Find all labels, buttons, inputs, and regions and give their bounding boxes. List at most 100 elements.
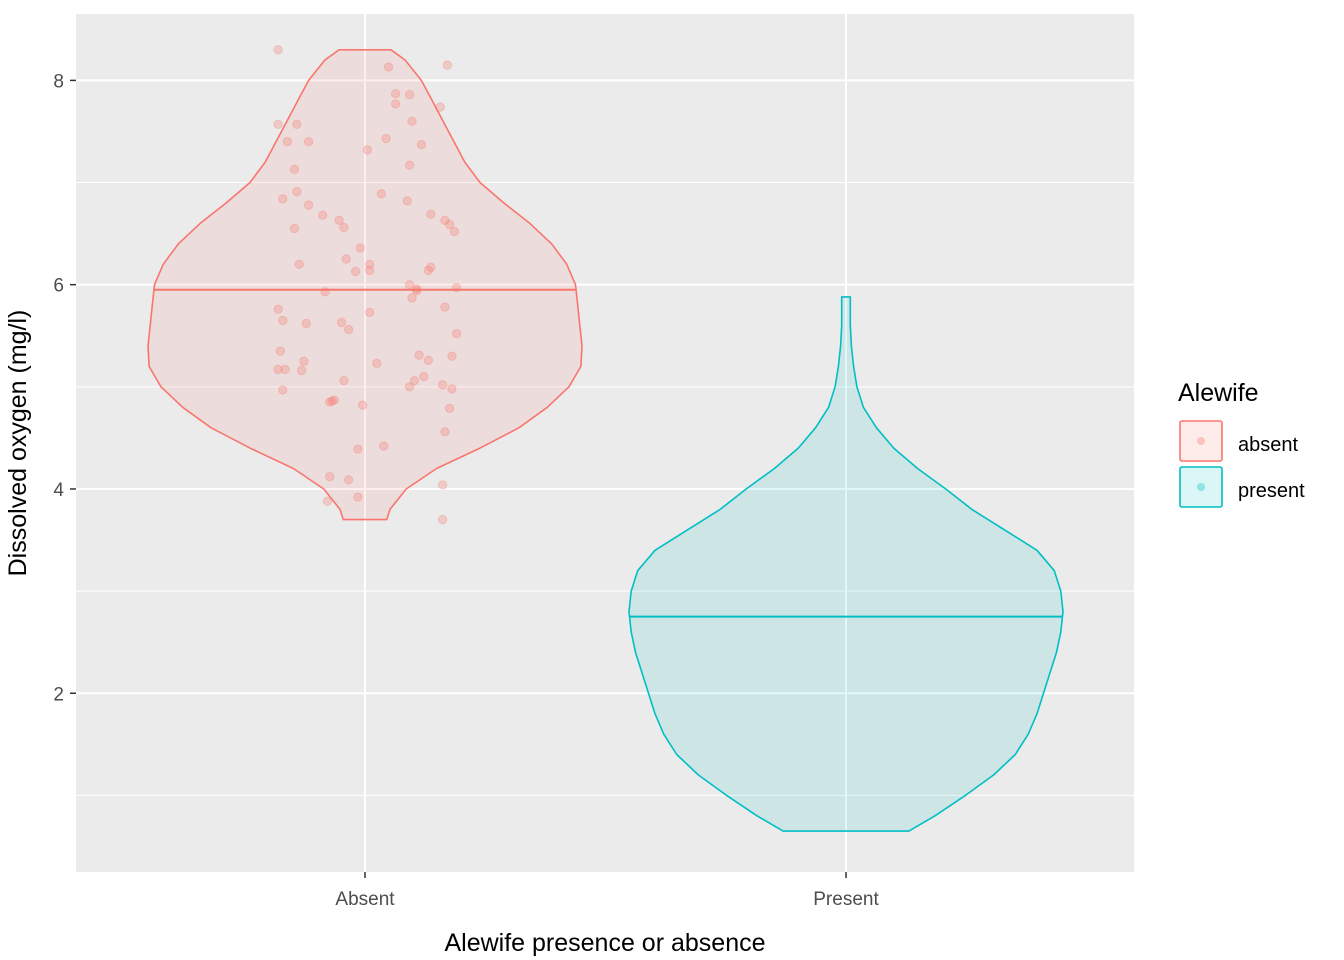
data-point-absent [303,137,314,147]
data-point-absent [353,444,363,454]
data-point-absent [412,284,422,294]
data-point-absent [390,89,401,99]
data-point-absent [402,196,412,206]
data-point-absent [299,356,309,366]
data-point-absent [383,62,394,72]
violins [147,49,1064,832]
data-point-absent [278,194,288,204]
data-point-absent [289,223,300,234]
y-tick-label: 2 [53,684,64,705]
violin-absent [147,49,583,521]
legend-dot-present [1197,483,1205,491]
data-point-absent [437,380,448,390]
data-point-absent [334,215,344,226]
y-axis-title: Dissolved oxygen (mg/l) [4,310,32,577]
data-point-absent [419,371,429,382]
data-point-absent [350,266,361,277]
data-point-absent [426,209,436,219]
legend-entry-absent: absent [1179,420,1298,462]
data-point-absent [423,265,434,276]
data-point-absent [444,403,455,413]
data-point-absent [404,280,415,290]
data-point-absent [437,514,448,525]
y-tick-label: 8 [53,71,64,92]
data-point-absent [379,441,389,451]
legend-key-absent [1179,420,1223,462]
data-point-absent [447,351,457,361]
data-point-absent [409,376,420,386]
data-point-absent [303,200,314,210]
data-point-absent [353,492,363,502]
data-point-absent [365,259,375,269]
x-axis-title: Alewife presence or absence [444,929,765,957]
data-point-absent [318,210,328,220]
data-point-absent [343,475,354,485]
data-point-absent [341,254,351,264]
data-point-absent [407,116,417,127]
data-point-absent [278,315,288,326]
data-point-absent [444,219,455,230]
data-point-absent [414,350,424,360]
data-point-absent [357,400,368,410]
data-point-absent [296,365,307,376]
data-point-absent [294,259,304,269]
data-point-absent [336,317,347,328]
data-point-absent [278,385,288,395]
major-gridlines [76,14,1134,872]
data-point-absent [339,376,349,386]
data-point-absent [365,265,375,276]
data-point-absent [440,302,450,312]
data-point-absent [292,187,302,197]
legend-title: Alewife [1178,379,1259,407]
data-point-absent [435,102,445,112]
data-point-absent [280,364,290,375]
data-point-absent [376,189,387,199]
legend: Alewife absent present [1178,379,1305,508]
data-point-absent [381,133,391,144]
data-point-absent [447,384,457,394]
jitter-points [273,45,462,525]
data-point-absent [325,472,335,482]
data-point-absent [292,119,302,130]
plot-panel [76,14,1134,872]
data-point-absent [390,99,401,109]
data-point-absent [442,60,452,70]
data-point-absent [407,293,417,303]
data-point-absent [282,137,293,147]
data-point-absent [449,226,459,237]
data-point-absent [451,329,462,339]
data-point-absent [437,480,448,490]
data-point-absent [273,45,283,55]
minor-gridlines [76,182,1134,796]
data-point-absent [404,382,415,392]
data-point-absent [451,283,462,293]
x-tick-label: Absent [335,889,395,910]
axes: 2 4 6 8 Absent Present [53,71,879,910]
data-point-absent [327,396,337,406]
data-point-absent [412,286,422,296]
x-tick-label: Present [813,889,879,910]
data-point-absent [365,307,375,317]
data-point-absent [404,90,415,100]
data-point-absent [322,496,333,506]
data-point-absent [273,364,283,375]
data-point-absent [273,119,283,130]
legend-key-present [1179,466,1223,508]
data-point-absent [301,318,311,329]
data-point-absent [440,215,450,226]
data-point-absent [355,243,365,253]
data-point-absent [320,287,330,297]
legend-entry-present: present [1179,466,1305,508]
legend-dot-absent [1197,437,1205,445]
data-point-absent [275,346,286,356]
data-point-absent [372,358,382,368]
data-point-absent [273,304,283,314]
data-point-absent [362,145,373,155]
data-point-absent [423,355,434,365]
data-point-absent [416,140,427,150]
data-point-absent [325,397,335,407]
data-point-absent [329,395,340,405]
legend-label-absent: absent [1238,434,1298,456]
data-point-absent [404,160,415,170]
